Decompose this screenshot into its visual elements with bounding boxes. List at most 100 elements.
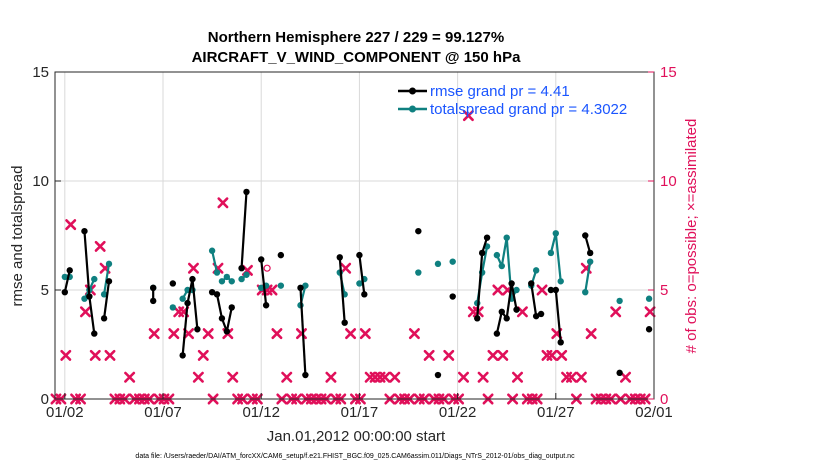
- rmse-point: [81, 227, 88, 235]
- totalspread-point: [228, 278, 235, 285]
- rmse-point: [277, 251, 285, 259]
- totalspread-point: [100, 291, 108, 298]
- obs-assimilated-marker: [389, 371, 401, 383]
- series-layer: [50, 110, 656, 405]
- obs-assimilated-marker: [227, 371, 239, 383]
- legend: rmse grand pr = 4.41 totalspread grand p…: [398, 83, 627, 118]
- rmse-point: [503, 315, 510, 322]
- obs-assimilated-marker: [168, 328, 180, 340]
- rmse-point: [508, 280, 515, 287]
- y-axis-ticks: 0 5 10 15: [32, 64, 61, 408]
- rmse-point: [336, 254, 343, 261]
- rmse-point: [258, 256, 265, 263]
- totalspread-point: [179, 295, 186, 302]
- y2-tick-label: 10: [660, 173, 677, 190]
- obs-assimilated-marker: [477, 371, 489, 383]
- rmse-point: [498, 308, 505, 315]
- obs-assimilated-series: [50, 110, 656, 405]
- rmse-point: [86, 293, 93, 300]
- rmse-point: [356, 251, 363, 259]
- totalspread-point: [586, 258, 594, 265]
- totalspread-point: [557, 278, 564, 285]
- rmse-point: [513, 306, 520, 313]
- obs-possible-series: [263, 264, 271, 272]
- rmse-point: [474, 315, 481, 322]
- rmse-point: [100, 315, 108, 322]
- rmse-series: [61, 188, 653, 379]
- totalspread-point: [552, 230, 560, 237]
- totalspread-point: [223, 273, 231, 281]
- obs-possible-marker: [263, 264, 271, 272]
- obs-assimilated-marker: [197, 349, 209, 361]
- rmse-point: [149, 284, 157, 292]
- rmse-point: [434, 371, 442, 379]
- totalspread-point: [105, 260, 113, 268]
- rmse-point: [361, 291, 368, 298]
- y-tick-label: 0: [41, 391, 49, 408]
- x-axis-ticks: 01/02 01/07 01/12 01/17 01/22 01/27 02/01: [46, 393, 673, 421]
- obs-assimilated-marker: [556, 349, 568, 361]
- totalspread-point: [81, 295, 88, 302]
- totalspread-point: [493, 251, 501, 259]
- obs-assimilated-marker: [492, 284, 504, 296]
- obs-assimilated-marker: [423, 349, 435, 361]
- rmse-line: [358, 254, 366, 295]
- rmse-point: [105, 278, 113, 285]
- obs-assimilated-marker: [65, 219, 77, 231]
- obs-assimilated-marker: [345, 328, 357, 340]
- rmse-point: [243, 188, 250, 196]
- totalspread-line: [584, 261, 592, 293]
- obs-assimilated-marker: [124, 371, 136, 383]
- totalspread-point: [208, 247, 216, 254]
- chart-title-line1: Northern Hemisphere 227 / 229 = 99.127%: [208, 29, 504, 46]
- y2-axis-label: # of obs: o=possible; ×=assimilated: [683, 119, 700, 354]
- rmse-line: [181, 278, 199, 356]
- rmse-line: [338, 257, 346, 323]
- rmse-point: [415, 227, 422, 235]
- totalspread-point: [302, 282, 309, 289]
- x-tick-label: 01/22: [439, 404, 477, 421]
- obs-assimilated-marker: [217, 197, 229, 209]
- rmse-point: [341, 319, 348, 326]
- totalspread-line: [211, 250, 219, 273]
- totalspread-point: [356, 280, 363, 287]
- y2-tick-label: 0: [660, 391, 668, 408]
- totalspread-point: [258, 284, 265, 292]
- obs-assimilated-marker: [536, 284, 548, 296]
- totalspread-point: [218, 278, 226, 285]
- obs-assimilated-marker: [89, 349, 101, 361]
- obs-assimilated-marker: [443, 349, 455, 361]
- obs-assimilated-marker: [620, 371, 632, 383]
- rmse-point: [66, 267, 73, 274]
- legend-totalspread-marker: [409, 105, 416, 113]
- totalspread-line: [103, 263, 111, 295]
- obs-assimilated-marker: [187, 262, 199, 274]
- obs-assimilated-marker: [104, 349, 116, 361]
- x-axis-label: Jan.01,2012 00:00:00 start: [267, 428, 446, 445]
- obs-assimilated-marker: [566, 371, 578, 383]
- x-tick-label: 01/07: [144, 404, 182, 421]
- obs-assimilated-marker: [266, 284, 278, 296]
- y-axis-label: rmse and totalspread: [9, 166, 26, 307]
- y-tick-label: 5: [41, 282, 49, 299]
- rmse-point: [297, 284, 304, 292]
- legend-rmse-marker: [409, 87, 416, 95]
- rmse-point: [223, 328, 231, 335]
- rmse-point: [238, 265, 245, 272]
- rmse-point: [449, 293, 456, 300]
- y-tick-label: 10: [32, 173, 49, 190]
- obs-assimilated-marker: [271, 328, 283, 340]
- rmse-point: [213, 291, 221, 298]
- totalspread-point: [616, 297, 623, 305]
- rmse-point: [61, 288, 69, 296]
- legend-rmse-label: rmse grand pr = 4.41: [430, 83, 570, 100]
- y2-tick-label: 15: [660, 64, 677, 81]
- totalspread-point: [238, 275, 245, 283]
- rmse-line: [103, 281, 111, 319]
- obs-assimilated-marker: [340, 262, 352, 274]
- obs-assimilated-marker: [192, 371, 204, 383]
- totalspread-point: [582, 288, 589, 296]
- rmse-point: [483, 234, 491, 241]
- y2-axis-ticks: 0 5 10 15: [648, 64, 677, 408]
